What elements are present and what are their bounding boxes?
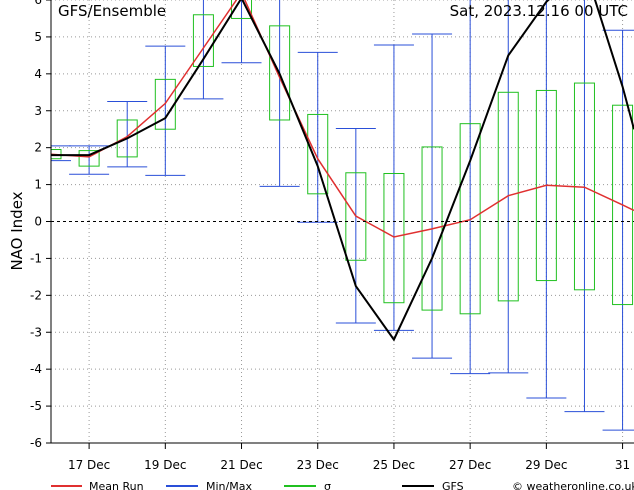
mean-run-line <box>51 0 634 238</box>
sigma-box <box>269 25 291 121</box>
sigma-box <box>383 173 405 304</box>
sigma-box <box>421 146 443 311</box>
y-tick-label: -1 <box>30 251 42 265</box>
sigma-box <box>78 150 100 167</box>
x-tick-label: 23 Dec <box>297 458 339 472</box>
x-tick-label: 29 Dec <box>525 458 567 472</box>
legend-mean-run: Mean Run <box>51 480 144 490</box>
sigma-box <box>345 172 367 261</box>
y-tick-label: -3 <box>30 325 42 339</box>
y-tick-label: 5 <box>34 30 42 44</box>
x-axis-ticks: 17 Dec 19 Dec 21 Dec 23 Dec 25 Dec 27 Dec 29 D… <box>68 443 630 472</box>
plot-area <box>51 0 634 431</box>
sigma-box <box>612 104 634 306</box>
sigma-box <box>116 119 138 158</box>
legend-sigma-label: σ <box>324 480 331 490</box>
sigma-box <box>459 123 481 315</box>
y-axis-label: NAO Index <box>8 191 26 270</box>
x-tick-label: 25 Dec <box>373 458 415 472</box>
y-tick-label: 3 <box>34 104 42 118</box>
y-tick-label: -6 <box>30 436 42 450</box>
sigma-box <box>497 91 519 302</box>
y-tick-label: -2 <box>30 288 42 302</box>
legend: Mean Run Min/Max σ GFS © weatheronline.c… <box>51 480 634 490</box>
legend-sigma: σ <box>284 480 331 490</box>
legend-mean-run-label: Mean Run <box>89 480 144 490</box>
x-tick-label: 17 Dec <box>68 458 110 472</box>
x-tick-label: 27 Dec <box>449 458 491 472</box>
chart-title: GFS/Ensemble <box>58 2 166 20</box>
x-tick-label: 31 <box>615 458 630 472</box>
legend-gfs: GFS <box>402 480 464 490</box>
y-axis-ticks: -6 -5 -4 -3 -2 -1 0 1 2 3 4 5 6 <box>30 0 51 450</box>
sigma-box <box>307 113 329 195</box>
y-tick-label: 4 <box>34 67 42 81</box>
run-label: Sat, 2023.12.16 00 UTC <box>450 2 628 20</box>
y-tick-label: 1 <box>34 178 42 192</box>
gfs-line <box>51 0 634 342</box>
credit-text: © weatheronline.co.uk <box>512 480 634 490</box>
y-tick-label: -5 <box>30 399 42 413</box>
legend-min-max-label: Min/Max <box>206 480 252 490</box>
y-tick-label: 0 <box>34 215 42 229</box>
y-tick-label: 2 <box>34 141 42 155</box>
legend-gfs-label: GFS <box>442 480 464 490</box>
sigma-box <box>231 0 253 19</box>
y-tick-label: 6 <box>34 0 42 7</box>
x-tick-label: 19 Dec <box>144 458 186 472</box>
x-tick-label: 21 Dec <box>220 458 262 472</box>
y-tick-label: -4 <box>30 362 42 376</box>
legend-min-max: Min/Max <box>166 480 252 490</box>
sigma-box <box>192 14 214 67</box>
